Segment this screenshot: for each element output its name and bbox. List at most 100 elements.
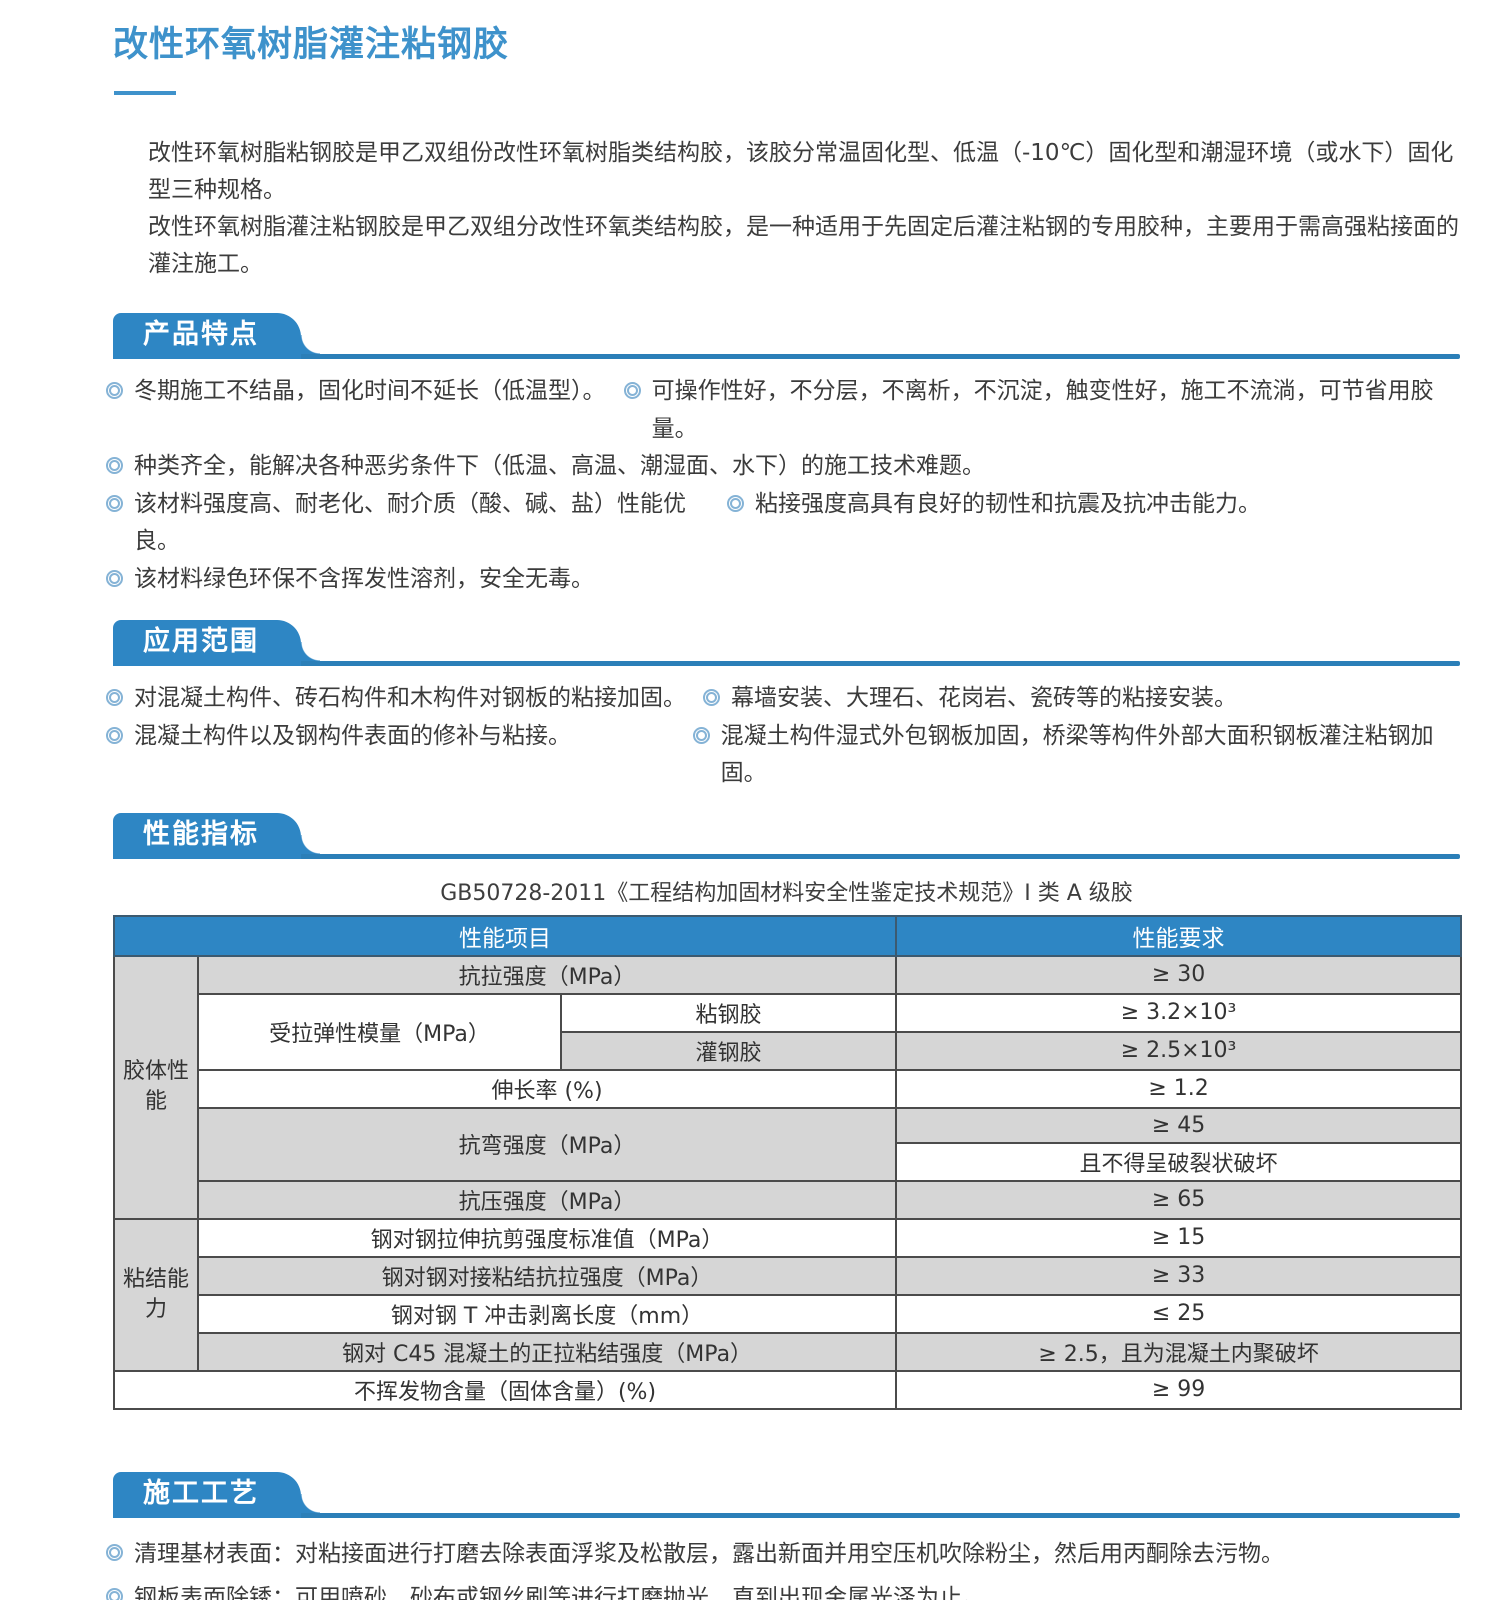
req-cell: ≥ 30 — [895, 954, 1463, 995]
table-row: 受拉弹性模量（MPa） 粘钢胶 ≥ 3.2×10³ — [114, 992, 1463, 1071]
section-rule — [113, 661, 1460, 666]
ring-bullet-icon — [106, 1543, 123, 1561]
performance-section: 性能指标 GB50728-2011《工程结构加固材料安全性鉴定技术规范》I 类 … — [0, 812, 1503, 1410]
bullet-list: 对混凝土构件、砖石构件和木构件对钢板的粘接加固。 幕墙安装、大理石、花岗岩、瓷砖… — [106, 680, 1466, 793]
bullet-list: 冬期施工不结晶，固化时间不延长（低温型）。 可操作性好，不分层，不离析，不沉淀，… — [106, 373, 1466, 598]
table-row: 不挥发物含量（固体含量）(%) ≥ 99 — [112, 1369, 1463, 1410]
bullet-item: 粘接强度高具有良好的韧性和抗震及抗冲击能力。 — [727, 486, 1261, 524]
section-tab: 性能指标 — [113, 812, 320, 859]
bullet-text: 清理基材表面：对粘接面进行打磨去除表面浮浆及松散层，露出新面并用空压机吹除粉尘，… — [134, 1540, 1284, 1567]
req-cell: ≥ 2.5，且为混凝土内聚破坏 — [895, 1331, 1463, 1372]
bullet-text: 种类齐全，能解决各种恶劣条件下（低温、高温、潮湿面、水下）的施工技术难题。 — [134, 453, 985, 479]
req-cell: ≥ 99 — [895, 1369, 1463, 1410]
table-header-item: 性能项目 — [112, 914, 898, 957]
intro-paragraph: 改性环氧树脂粘钢胶是甲乙双组份改性环氧树脂类结构胶，该胶分常温固化型、低温（-1… — [148, 140, 1454, 203]
req-cell: ≥ 15 — [895, 1217, 1463, 1258]
group-cell: 粘结能力 — [113, 1217, 199, 1372]
section-tab: 应用范围 — [113, 620, 320, 666]
table-row: 钢对钢 T 冲击剥离长度（mm） ≤ 25 — [114, 1293, 1463, 1334]
bullet-item: 冬期施工不结晶，固化时间不延长（低温型）。 — [106, 373, 624, 411]
table-header-req: 性能要求 — [895, 914, 1463, 957]
bullet-row: 清理基材表面：对粘接面进行打磨去除表面浮浆及松散层，露出新面并用空压机吹除粉尘，… — [106, 1532, 1466, 1576]
property-cell: 不挥发物含量（固体含量）(%) — [112, 1369, 898, 1410]
ring-bullet-icon — [623, 382, 641, 399]
property-cell: 抗弯强度（MPa） — [196, 1106, 898, 1182]
req-cell: ≥ 2.5×10³ — [895, 1030, 1463, 1071]
bullet-row: 混凝土构件以及钢构件表面的修补与粘接。 混凝土构件湿式外包钢板加固，桥梁等构件外… — [106, 718, 1466, 793]
bullet-row: 该材料强度高、耐老化、耐介质（酸、碱、盐）性能优良。 粘接强度高具有良好的韧性和… — [106, 486, 1466, 561]
bullet-item: 该材料强度高、耐老化、耐介质（酸、碱、盐）性能优良。 — [106, 486, 727, 561]
ring-bullet-icon — [106, 726, 123, 744]
bullet-text: 钢板表面除锈：可用喷砂、砂布或钢丝刷等进行打磨抛光，直到出现金属光泽为止。 — [134, 1584, 985, 1600]
section-tab-label: 产品特点 — [143, 319, 259, 350]
bullet-row: 钢板表面除锈：可用喷砂、砂布或钢丝刷等进行打磨抛光，直到出现金属光泽为止。 — [106, 1576, 1466, 1600]
table-header-row: 性能项目 性能要求 — [112, 914, 1463, 957]
intro: 改性环氧树脂粘钢胶是甲乙双组份改性环氧树脂类结构胶，该胶分常温固化型、低温（-1… — [148, 135, 1461, 283]
property-cell: 钢对钢 T 冲击剥离长度（mm） — [196, 1293, 898, 1334]
bullet-item: 混凝土构件以及钢构件表面的修补与粘接。 — [106, 718, 693, 756]
section-rule — [113, 853, 1460, 859]
property-cell: 抗压强度（MPa） — [196, 1179, 898, 1220]
section-rule — [113, 1512, 1460, 1518]
title-underline — [114, 91, 176, 95]
section-header-applications: 应用范围 — [113, 620, 1460, 666]
ring-bullet-icon — [703, 689, 720, 706]
table-row: 抗弯强度（MPa） ≥ 45 — [114, 1106, 1463, 1182]
section-tab: 施工工艺 — [113, 1471, 320, 1518]
process-section: 施工工艺 清理基材表面：对粘接面进行打磨去除表面浮浆及松散层，露出新面并用空压机… — [0, 1471, 1503, 1600]
bullet-text: 对混凝土构件、砖石构件和木构件对钢板的粘接加固。 — [134, 685, 686, 711]
bullet-text: 混凝土构件以及钢构件表面的修补与粘接。 — [134, 722, 571, 749]
ring-bullet-icon — [106, 689, 123, 706]
features-section: 产品特点 冬期施工不结晶，固化时间不延长（低温型）。 可操作性好，不分层，不离析… — [0, 313, 1503, 598]
req-cell: ≤ 25 — [895, 1293, 1463, 1334]
bullet-text: 该材料绿色环保不含挥发性溶剂，安全无毒。 — [134, 565, 594, 592]
performance-table: 性能项目 性能要求 胶体性能 抗拉强度（MPa） ≥ 30 受拉弹性模量（MPa… — [112, 914, 1463, 1410]
table-row: 伸长率 (%) ≥ 1.2 — [114, 1068, 1463, 1109]
bullet-row: 对混凝土构件、砖石构件和木构件对钢板的粘接加固。 幕墙安装、大理石、花岗岩、瓷砖… — [106, 680, 1466, 718]
bullet-list: 清理基材表面：对粘接面进行打磨去除表面浮浆及松散层，露出新面并用空压机吹除粉尘，… — [106, 1532, 1466, 1600]
sub-cell: 灌钢胶 — [559, 1030, 898, 1071]
table-row: 钢对 C45 混凝土的正拉粘结强度（MPa） ≥ 2.5，且为混凝土内聚破坏 — [114, 1331, 1463, 1372]
ring-bullet-icon — [106, 569, 123, 587]
bullet-row: 该材料绿色环保不含挥发性溶剂，安全无毒。 — [106, 561, 1466, 599]
table-row: 且不得呈破裂状破坏 — [114, 1141, 1463, 1182]
section-tab-label: 应用范围 — [143, 626, 259, 657]
table-row: 灌钢胶 ≥ 2.5×10³ — [114, 1030, 1463, 1071]
req-cell: ≥ 33 — [895, 1255, 1463, 1296]
page-title: 改性环氧树脂灌注粘钢胶 — [113, 25, 510, 65]
bullet-row: 冬期施工不结晶，固化时间不延长（低温型）。 可操作性好，不分层，不离析，不沉淀，… — [106, 373, 1466, 448]
bullet-item: 清理基材表面：对粘接面进行打磨去除表面浮浆及松散层，露出新面并用空压机吹除粉尘，… — [106, 1532, 1284, 1576]
req-cell: 且不得呈破裂状破坏 — [895, 1141, 1463, 1182]
bullet-text: 冬期施工不结晶，固化时间不延长（低温型）。 — [134, 378, 606, 404]
req-cell: ≥ 45 — [895, 1106, 1463, 1144]
property-cell: 钢对钢对接粘结抗拉强度（MPa） — [196, 1255, 898, 1296]
section-header-features: 产品特点 — [113, 313, 1460, 359]
req-cell: ≥ 65 — [895, 1179, 1463, 1220]
bullet-row: 种类齐全，能解决各种恶劣条件下（低温、高温、潮湿面、水下）的施工技术难题。 — [106, 448, 1466, 486]
ring-bullet-icon — [106, 1587, 123, 1600]
bullet-text: 幕墙安装、大理石、花岗岩、瓷砖等的粘接安装。 — [731, 685, 1237, 711]
section-rule — [113, 354, 1460, 359]
property-cell: 钢对 C45 混凝土的正拉粘结强度（MPa） — [196, 1331, 898, 1372]
bullet-item: 种类齐全，能解决各种恶劣条件下（低温、高温、潮湿面、水下）的施工技术难题。 — [106, 448, 985, 486]
table-row: 抗压强度（MPa） ≥ 65 — [114, 1179, 1463, 1220]
ring-bullet-icon — [106, 457, 123, 474]
group-cell: 胶体性能 — [113, 954, 199, 1220]
bullet-item: 钢板表面除锈：可用喷砂、砂布或钢丝刷等进行打磨抛光，直到出现金属光泽为止。 — [106, 1576, 985, 1600]
ring-bullet-icon — [106, 382, 123, 399]
table-row: 胶体性能 抗拉强度（MPa） ≥ 30 — [113, 954, 1463, 1220]
section-tab-label: 施工工艺 — [143, 1477, 259, 1509]
ring-bullet-icon — [692, 726, 710, 744]
bullet-text: 混凝土构件湿式外包钢板加固，桥梁等构件外部大面积钢板灌注粘钢加固。 — [720, 722, 1434, 787]
bullet-item: 该材料绿色环保不含挥发性溶剂，安全无毒。 — [106, 561, 594, 599]
table-row: 粘结能力 钢对钢拉伸抗剪强度标准值（MPa） ≥ 15 — [113, 1217, 1463, 1372]
section-header-process: 施工工艺 — [113, 1471, 1460, 1518]
section-header-performance: 性能指标 — [113, 812, 1460, 859]
bullet-text: 粘接强度高具有良好的韧性和抗震及抗冲击能力。 — [755, 490, 1261, 517]
bullet-item: 可操作性好，不分层，不离析，不沉淀，触变性好，施工不流淌，可节省用胶量。 — [623, 373, 1466, 448]
section-tab-label: 性能指标 — [143, 818, 259, 850]
performance-caption: GB50728-2011《工程结构加固材料安全性鉴定技术规范》I 类 A 级胶 — [440, 880, 1133, 906]
bullet-text: 该材料强度高、耐老化、耐介质（酸、碱、盐）性能优良。 — [134, 490, 686, 555]
property-cell: 伸长率 (%) — [196, 1068, 898, 1109]
